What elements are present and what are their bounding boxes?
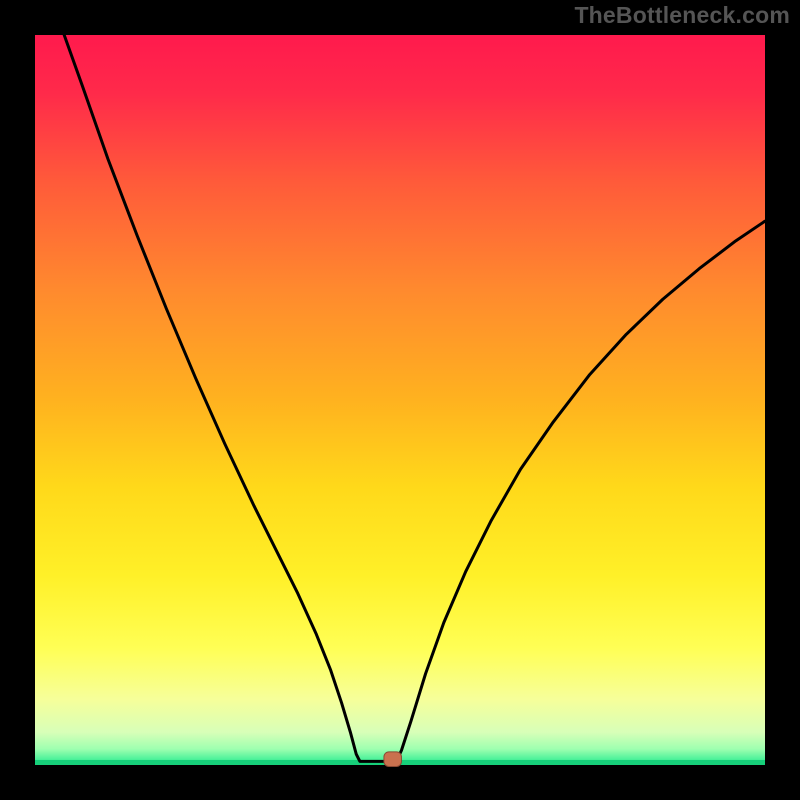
watermark-text: TheBottleneck.com: [574, 2, 790, 29]
plot-background: [35, 35, 765, 765]
bottleneck-chart: [0, 0, 800, 800]
optimum-marker: [384, 752, 402, 767]
chart-container: TheBottleneck.com: [0, 0, 800, 800]
